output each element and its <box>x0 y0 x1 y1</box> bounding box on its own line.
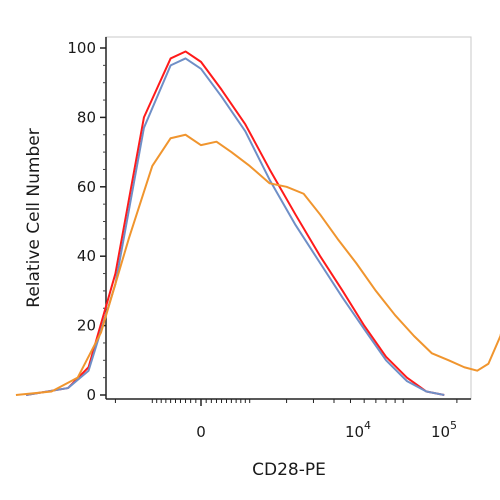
plot-frame <box>105 36 472 400</box>
y-tick-label-100: 100 <box>67 39 96 57</box>
x-axis-ticks <box>114 399 458 406</box>
y-tick-label-80: 80 <box>77 108 96 126</box>
y-tick-label-60: 60 <box>77 178 96 196</box>
y-tick-label-20: 20 <box>77 317 96 335</box>
x-axis-title: CD28-PE <box>252 460 326 480</box>
y-axis-title: Relative Cell Number <box>24 128 44 307</box>
x-tick-label-0: 0 <box>196 423 206 441</box>
histogram-series-1 <box>25 50 445 396</box>
x-tick-label-10-4: 104 <box>345 419 371 441</box>
y-axis-ticks: 0 20 40 60 80 100 <box>67 39 106 404</box>
x-tick-label-10-5: 105 <box>431 419 457 441</box>
y-tick-label-0: 0 <box>86 386 96 404</box>
y-tick-label-40: 40 <box>77 247 96 265</box>
series-layer <box>15 50 500 396</box>
histogram-series-3 <box>15 133 500 396</box>
